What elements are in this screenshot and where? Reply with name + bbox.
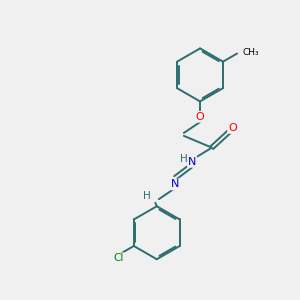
Text: CH₃: CH₃ — [242, 48, 259, 57]
Text: H: H — [143, 191, 151, 201]
Text: H: H — [180, 154, 188, 164]
Text: Cl: Cl — [113, 253, 124, 263]
Text: N: N — [171, 179, 179, 190]
Text: N: N — [188, 157, 196, 167]
Text: O: O — [196, 112, 204, 122]
Text: O: O — [228, 123, 237, 133]
